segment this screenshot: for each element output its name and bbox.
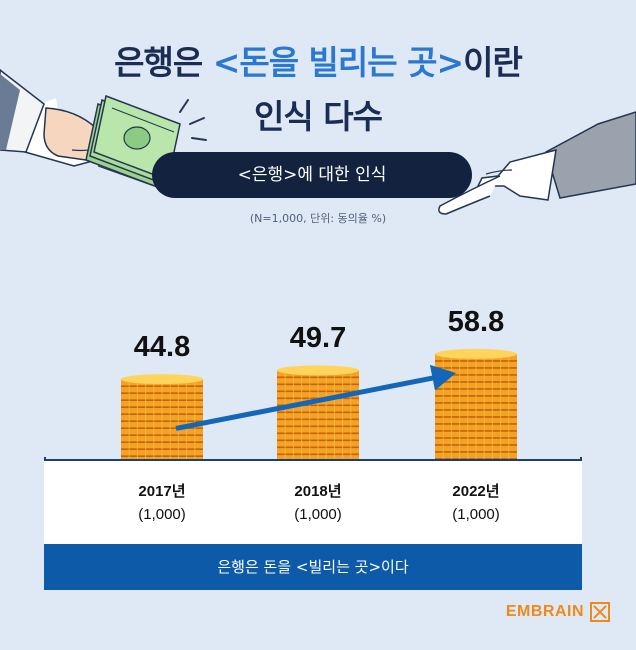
category-panel (44, 461, 582, 544)
category-sample: (1,000) (452, 506, 500, 523)
sparkle-lines (179, 99, 207, 141)
legend-band (44, 544, 582, 590)
chart-baseline (44, 457, 582, 463)
category-sample: (1,000) (138, 506, 186, 523)
left-hand-icon (0, 69, 114, 167)
title-line-1: 은행은 <돈을 빌리는 곳>이란 (114, 43, 523, 82)
bar-2018 (277, 365, 359, 460)
value-label-2017: 44.8 (133, 331, 191, 364)
category-label: 2017년 (138, 483, 186, 500)
legend-label: 은행은 돈을 <빌리는 곳>이다 (217, 558, 409, 576)
category-sample: (1,000) (294, 506, 342, 523)
trend-arrow-line (175, 372, 449, 431)
value-label-2022: 58.8 (447, 305, 505, 338)
category-2017: 2017년 (1,000) (87, 480, 237, 526)
brand-name: EMBRAIN (505, 603, 584, 620)
subtitle-pill (152, 152, 472, 198)
trend-arrow-head (429, 364, 456, 391)
sample-note: (N=1,000, 단위: 동의율 %) (249, 212, 387, 225)
bar-2022 (435, 348, 517, 460)
right-hand-icon (438, 111, 636, 215)
category-2018: 2018년 (1,000) (243, 480, 393, 526)
subtitle: <은행>에 대한 인식 (237, 165, 387, 185)
category-2022: 2022년 (1,000) (401, 480, 551, 526)
category-label: 2018년 (294, 483, 342, 500)
bar-2017 (121, 374, 203, 460)
title-highlight: <돈을 빌리는 곳> (212, 43, 464, 82)
title-line-2: 인식 다수 (254, 97, 383, 136)
brand: EMBRAIN (506, 602, 610, 622)
value-label-2018: 49.7 (289, 322, 347, 355)
brand-logo-icon (590, 602, 610, 622)
category-label: 2022년 (452, 483, 500, 500)
